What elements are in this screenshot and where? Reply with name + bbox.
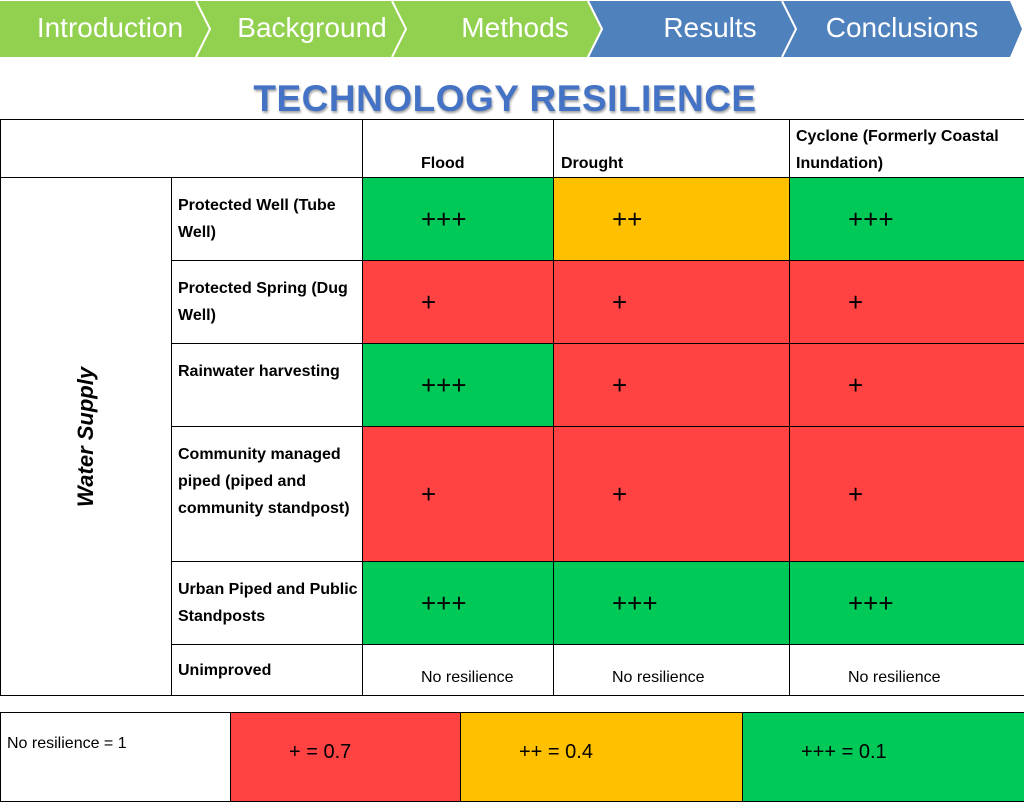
rating-cyclone: No resilience — [790, 645, 1024, 696]
rating-value: No resilience — [363, 669, 553, 687]
rating-flood: +++ — [363, 344, 554, 427]
header-cyclone: Cyclone (Formerly Coastal Inundation) — [790, 120, 1024, 178]
technology-label: Urban Piped and Public Standposts — [172, 562, 363, 645]
legend-row: No resilience = 1 + = 0.7 ++ = 0.4 +++ =… — [1, 713, 1024, 802]
legend-value: + = 0.7 — [231, 741, 460, 764]
rating-drought: +++ — [554, 562, 790, 645]
rating-value: + — [363, 479, 553, 510]
rating-drought: ++ — [554, 178, 790, 261]
table-row: Water Supply Protected Well (Tube Well) … — [1, 178, 1024, 261]
header-flood: Flood — [363, 120, 554, 178]
rating-value: +++ — [790, 204, 1024, 235]
rating-value: + — [554, 287, 789, 318]
group-label-water-supply: Water Supply — [73, 366, 99, 506]
legend-value: ++ = 0.4 — [461, 741, 742, 764]
nav-item-background[interactable]: Background — [212, 0, 412, 58]
header-row: Flood Drought Cyclone (Formerly Coastal … — [1, 120, 1024, 178]
legend-one-plus: + = 0.7 — [231, 713, 461, 802]
rating-value: +++ — [554, 588, 789, 619]
rating-cyclone: +++ — [790, 178, 1024, 261]
rating-cyclone: + — [790, 427, 1024, 562]
rating-flood: No resilience — [363, 645, 554, 696]
technology-label: Community managed piped (piped and commu… — [172, 427, 363, 562]
rating-drought: + — [554, 344, 790, 427]
rating-value: +++ — [790, 588, 1024, 619]
rating-flood: +++ — [363, 178, 554, 261]
resilience-table: Flood Drought Cyclone (Formerly Coastal … — [0, 119, 1024, 696]
rating-value: + — [554, 479, 789, 510]
technology-label: Protected Well (Tube Well) — [172, 178, 363, 261]
rating-value: + — [790, 287, 1024, 318]
legend-value: +++ = 0.1 — [743, 741, 1024, 764]
section-nav: Introduction Background Methods Results … — [0, 0, 1024, 58]
rating-value: +++ — [363, 204, 553, 235]
rating-value: + — [554, 370, 789, 401]
rating-value: No resilience — [790, 669, 1024, 687]
rating-value: + — [790, 479, 1024, 510]
nav-item-methods[interactable]: Methods — [415, 0, 615, 58]
rating-drought: + — [554, 427, 790, 562]
rating-value: ++ — [554, 204, 789, 235]
nav-item-results[interactable]: Results — [610, 0, 810, 58]
rating-value: +++ — [363, 370, 553, 401]
group-cell: Water Supply — [1, 178, 172, 696]
rating-drought: + — [554, 261, 790, 344]
rating-value: +++ — [363, 588, 553, 619]
rating-cyclone: + — [790, 344, 1024, 427]
legend-table: No resilience = 1 + = 0.7 ++ = 0.4 +++ =… — [0, 712, 1024, 802]
technology-label: Rainwater harvesting — [172, 344, 363, 427]
rating-cyclone: + — [790, 261, 1024, 344]
rating-flood: + — [363, 427, 554, 562]
rating-flood: +++ — [363, 562, 554, 645]
rating-value: + — [790, 370, 1024, 401]
technology-label: Unimproved — [172, 645, 363, 696]
page-title: TECHNOLOGY RESILIENCE — [0, 78, 1010, 120]
technology-label: Protected Spring (Dug Well) — [172, 261, 363, 344]
rating-flood: + — [363, 261, 554, 344]
rating-value: + — [363, 287, 553, 318]
nav-item-introduction[interactable]: Introduction — [10, 0, 210, 58]
legend-two-plus: ++ = 0.4 — [461, 713, 743, 802]
rating-value: No resilience — [554, 669, 789, 687]
legend-three-plus: +++ = 0.1 — [743, 713, 1024, 802]
rating-drought: No resilience — [554, 645, 790, 696]
header-blank-cell — [1, 120, 363, 178]
rating-cyclone: +++ — [790, 562, 1024, 645]
legend-no-resilience: No resilience = 1 — [1, 713, 231, 802]
header-drought: Drought — [554, 120, 790, 178]
nav-item-conclusions[interactable]: Conclusions — [802, 0, 1002, 58]
